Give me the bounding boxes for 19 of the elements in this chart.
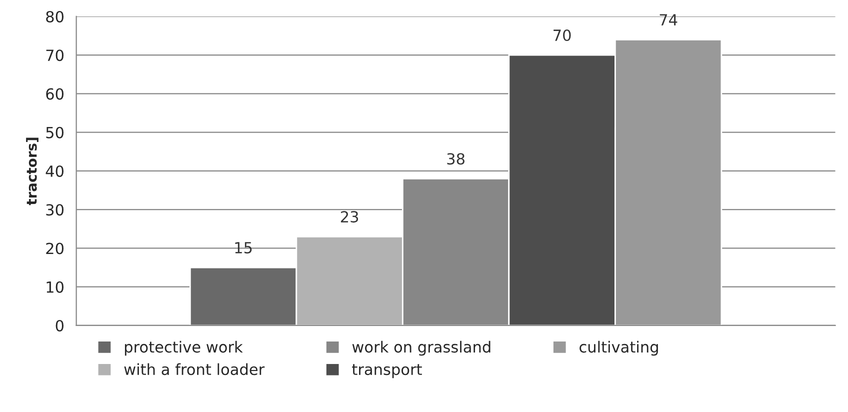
y-tick-label: 40 bbox=[46, 165, 64, 177]
legend-label: cultivating bbox=[580, 340, 658, 356]
y-tick-label: 60 bbox=[46, 88, 64, 100]
y-tick-label: 0 bbox=[56, 320, 64, 332]
y-tick-label: 50 bbox=[46, 126, 64, 138]
y-tick-label: 80 bbox=[46, 10, 64, 22]
data-label: 70 bbox=[554, 29, 571, 42]
y-tick-label: 30 bbox=[46, 204, 64, 216]
y-tick-label: 20 bbox=[46, 242, 64, 254]
y-axis-title: tractors] bbox=[26, 138, 38, 206]
y-tick-label: 10 bbox=[46, 281, 64, 293]
data-label: 74 bbox=[660, 14, 678, 26]
legend-label: work on grassland bbox=[352, 340, 490, 356]
data-label: 23 bbox=[340, 211, 358, 223]
legend-label: transport bbox=[352, 364, 422, 378]
y-tick-label: 70 bbox=[46, 50, 64, 62]
legend-label: protective work bbox=[124, 340, 243, 356]
legend-label: with a front loader bbox=[124, 363, 265, 376]
data-label: 38 bbox=[447, 153, 464, 165]
